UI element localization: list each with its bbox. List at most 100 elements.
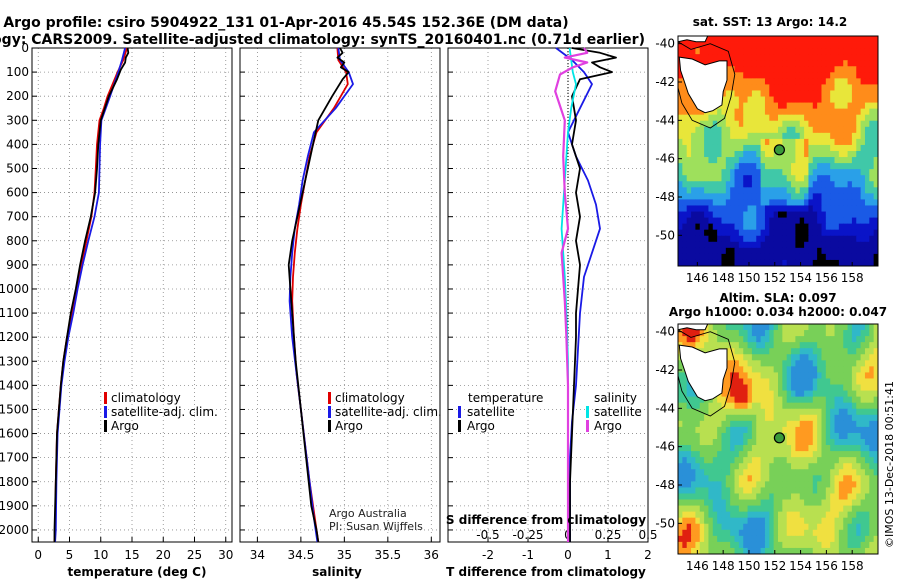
map-cell (773, 348, 779, 355)
map-cell (812, 157, 818, 164)
map-cell (708, 211, 714, 218)
map-cell (704, 163, 709, 170)
map-cell (678, 229, 683, 237)
map-cell (851, 96, 857, 103)
map-cell (843, 90, 848, 97)
map-cell (838, 193, 844, 200)
map-cell (869, 217, 875, 225)
map-cell (860, 336, 866, 343)
map-cell (747, 390, 753, 398)
map-cell (838, 217, 844, 225)
x-tick-label: 35.5 (374, 548, 401, 562)
map-cell (847, 235, 853, 243)
map-cell (699, 157, 705, 164)
map-cell (782, 402, 788, 410)
map-cell (691, 235, 696, 243)
map-cell (821, 451, 827, 458)
map-cell (808, 499, 814, 506)
map-cell (804, 342, 809, 349)
map-cell (830, 138, 835, 146)
map-cell (791, 132, 796, 140)
tasmania-land (678, 344, 728, 402)
map-cell (860, 42, 866, 49)
map-cell (704, 259, 709, 267)
map-cell (756, 396, 762, 404)
map-cell (851, 235, 857, 243)
map-cell (821, 259, 827, 267)
map-cell (751, 241, 757, 249)
map-cell (769, 396, 775, 404)
map-cell (773, 511, 779, 519)
map-cell (821, 175, 827, 182)
map-cell (817, 126, 822, 134)
map-cell (795, 163, 801, 170)
map-cell (747, 354, 753, 361)
map-cell (764, 247, 770, 255)
map-cell (699, 42, 705, 49)
map-cell (864, 432, 870, 440)
map-cell (738, 217, 744, 225)
map-cell (812, 205, 818, 212)
map-cell (738, 211, 744, 218)
map-cell (843, 78, 848, 85)
map-cell (821, 42, 827, 49)
map-cell (699, 529, 705, 537)
map-cell (751, 108, 757, 116)
map-cell (699, 253, 705, 261)
map-cell (704, 217, 709, 225)
map-cell (856, 181, 862, 188)
map-cell (717, 523, 722, 531)
map-cell (704, 223, 709, 231)
map-cell (760, 66, 766, 73)
map-cell (773, 181, 779, 188)
map-cell (838, 241, 844, 249)
map-cell (691, 463, 696, 470)
map-cell (795, 48, 801, 55)
map-cell (738, 481, 744, 488)
map-cell (834, 396, 840, 404)
map-cell (821, 132, 827, 140)
map-cell (856, 451, 862, 458)
map-cell (764, 420, 770, 428)
map-cell (838, 402, 844, 410)
map-cell (804, 390, 809, 398)
map-cell (786, 451, 792, 458)
map-cell (869, 505, 875, 513)
map-cell (821, 199, 827, 206)
map-cell (825, 493, 831, 500)
map-cell (821, 354, 827, 361)
map-cell (804, 475, 809, 482)
map-cell (704, 157, 709, 164)
map-cell (691, 493, 696, 500)
map-cell (695, 414, 701, 422)
map-cell (708, 529, 714, 537)
map-cell (786, 187, 792, 194)
map-cell (730, 336, 735, 343)
map-cell (864, 420, 870, 428)
map-cell (873, 205, 879, 212)
map-cell (717, 445, 722, 452)
map-cell (764, 90, 770, 97)
map-cell (704, 505, 709, 513)
map-cell (864, 181, 870, 188)
map-cell (743, 223, 748, 231)
map-cell (847, 96, 853, 103)
map-cell (708, 181, 714, 188)
map-cell (769, 384, 775, 391)
map-cell (704, 445, 709, 452)
map-cell (773, 66, 779, 73)
map-cell (860, 36, 866, 43)
map-cell (769, 144, 775, 152)
map-cell (873, 517, 879, 525)
map-cell (695, 426, 701, 434)
map-cell (682, 463, 688, 470)
map-cell (851, 187, 857, 194)
map-cell (769, 84, 775, 91)
map-cell (812, 366, 818, 373)
map-cell (760, 336, 766, 343)
map-cell (778, 372, 783, 379)
map-cell (795, 523, 801, 531)
map-cell (843, 60, 848, 67)
map-cell (869, 487, 875, 494)
map-cell (830, 408, 835, 416)
